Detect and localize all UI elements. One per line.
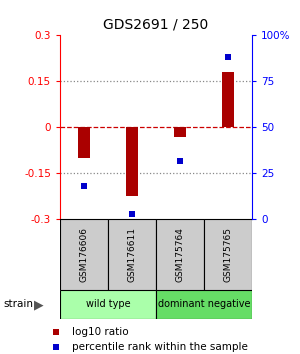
Bar [156,219,204,290]
Text: wild type: wild type [86,299,130,309]
Text: strain: strain [3,299,33,309]
Text: GSM175765: GSM175765 [224,227,232,282]
Bar [156,290,252,319]
Bar [108,219,156,290]
Title: GDS2691 / 250: GDS2691 / 250 [103,17,208,32]
Text: ▶: ▶ [34,298,44,311]
Text: percentile rank within the sample: percentile rank within the sample [72,342,248,352]
Bar [60,219,108,290]
Bar [204,219,252,290]
Bar [78,127,90,158]
Bar [60,290,156,319]
Bar [174,127,186,137]
Text: GSM176606: GSM176606 [80,227,88,282]
Text: GSM175764: GSM175764 [176,227,184,282]
Text: log10 ratio: log10 ratio [72,327,128,337]
Bar [222,72,234,127]
Text: GSM176611: GSM176611 [128,227,136,282]
Text: dominant negative: dominant negative [158,299,250,309]
Bar [126,127,138,196]
